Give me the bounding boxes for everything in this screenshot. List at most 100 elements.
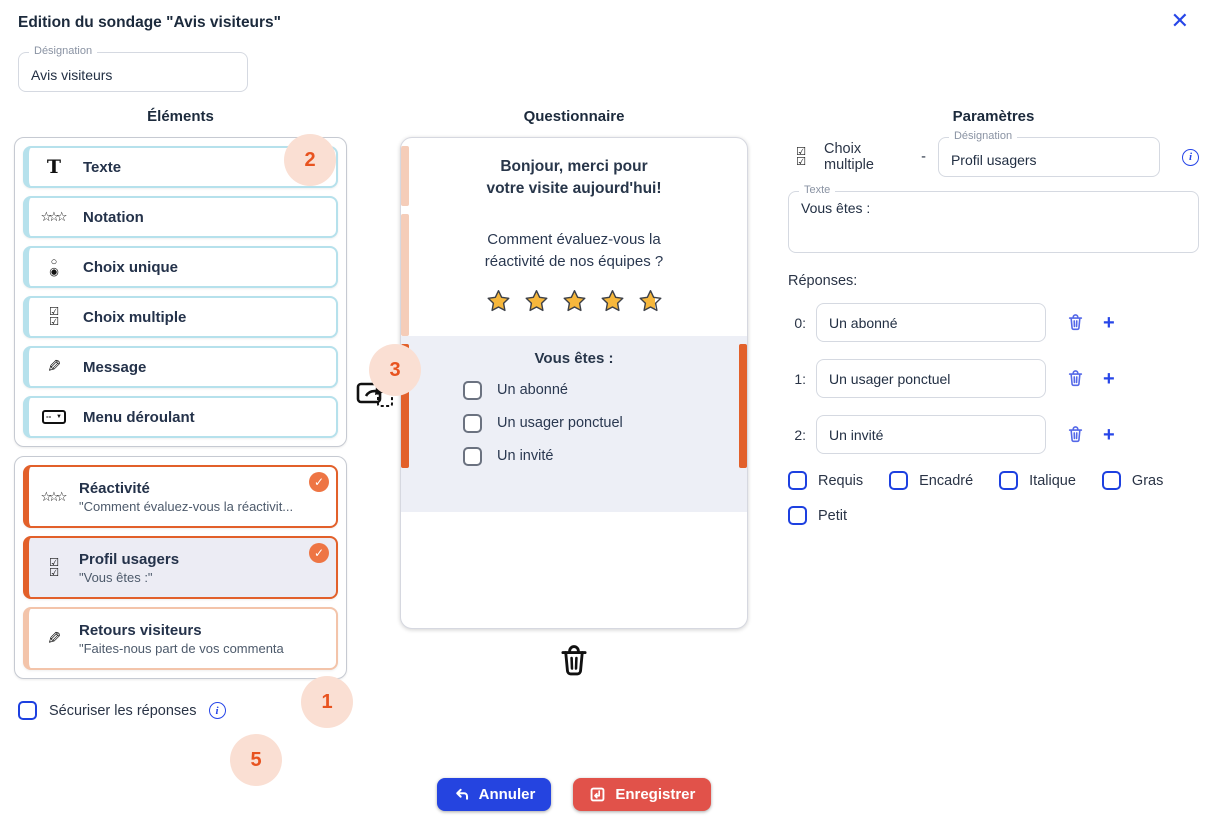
pencil-icon: ✎ — [46, 357, 62, 376]
style-options-row: Requis Encadré Italique Gras — [788, 471, 1199, 490]
questionnaire-title: Questionnaire — [523, 108, 625, 125]
cancel-button[interactable]: Annuler — [436, 778, 552, 811]
star-icon[interactable] — [485, 288, 512, 314]
palette-item-message[interactable]: ✎ Message — [23, 346, 338, 388]
petit-checkbox[interactable] — [788, 506, 807, 525]
save-icon — [590, 787, 605, 802]
response-input-1[interactable] — [816, 359, 1046, 398]
element-designation-field[interactable]: Désignation — [937, 130, 1160, 177]
validated-check-icon: ✓ — [309, 543, 329, 563]
delete-response-icon[interactable] — [1066, 369, 1085, 388]
palette-item-choix-multiple[interactable]: ☑ ☑ Choix multiple — [23, 296, 338, 338]
stars-icon: ☆☆☆ — [40, 488, 68, 504]
add-response-icon[interactable]: + — [1103, 311, 1115, 334]
option-checkbox[interactable] — [463, 380, 482, 400]
element-text-field[interactable]: Texte Vous êtes : — [788, 184, 1199, 253]
pencil-icon: ✎ — [46, 628, 62, 648]
element-subtitle: "Faites-nous part de vos commenta — [79, 640, 284, 656]
element-palette: T Texte ☆☆☆ Notation ○ ◉ Choix unique ☑ ☑ … — [14, 137, 347, 447]
palette-item-choix-unique[interactable]: ○ ◉ Choix unique — [23, 246, 338, 288]
star-icon[interactable] — [561, 288, 588, 314]
preview-choix-multiple-element[interactable]: Vous êtes : Un abonné Un usager ponctuel… — [401, 335, 747, 512]
star-icon[interactable] — [599, 288, 626, 314]
element-text-value[interactable]: Vous êtes : — [801, 200, 871, 216]
secure-responses-row: Sécuriser les réponses i — [18, 701, 347, 720]
palette-item-notation[interactable]: ☆☆☆ Notation — [23, 196, 338, 238]
element-type-row: ☑☑ Choix multiple - Désignation i — [788, 130, 1199, 177]
annotation-badge-1: 1 — [301, 676, 353, 728]
italique-checkbox[interactable] — [999, 471, 1019, 490]
elements-title: Éléments — [147, 108, 214, 125]
preview-notation-element[interactable]: Comment évaluez-vous la réactivité de no… — [401, 201, 747, 314]
stars-icon: ☆☆☆ — [40, 209, 68, 224]
survey-designation-field[interactable]: Désignation — [18, 45, 248, 92]
validated-check-icon: ✓ — [309, 472, 329, 492]
gras-checkbox[interactable] — [1101, 471, 1121, 490]
element-subtitle: "Vous êtes :" — [79, 569, 153, 585]
elements-column: Éléments T Texte ☆☆☆ Notation ○ ◉ Choix u… — [14, 108, 347, 720]
selected-strip-right — [739, 343, 747, 468]
style-option-gras: Gras — [1101, 471, 1163, 490]
secure-responses-checkbox[interactable] — [18, 701, 37, 720]
checkboxes-icon: ☑ ☑ — [796, 146, 806, 168]
option-checkbox[interactable] — [463, 413, 482, 433]
annotation-badge-3: 3 — [369, 344, 421, 396]
selected-strip-left — [401, 343, 409, 468]
radio-icon: ○ ◉ — [49, 256, 59, 278]
trash-icon — [561, 645, 587, 676]
delete-element-dropzone[interactable] — [400, 643, 748, 679]
style-option-requis: Requis — [788, 471, 863, 490]
option-checkbox[interactable] — [463, 446, 482, 466]
element-subtitle: "Comment évaluez-vous la réactivit... — [79, 498, 294, 514]
add-response-icon[interactable]: + — [1103, 367, 1115, 390]
requis-checkbox[interactable] — [788, 471, 807, 490]
delete-response-icon[interactable] — [1066, 425, 1085, 444]
preview-option-row: Un abonné — [463, 380, 723, 400]
survey-elements-list: ☆☆☆ Réactivité "Comment évaluez-vous la … — [14, 456, 347, 679]
palette-item-menu-deroulant[interactable]: -- ▼ Menu déroulant — [23, 396, 338, 438]
page-title: Edition du sondage "Avis visiteurs" — [18, 14, 282, 31]
save-button[interactable]: Enregistrer — [573, 778, 712, 811]
designation-label: Désignation — [29, 45, 98, 57]
element-strip — [401, 214, 409, 336]
annotation-badge-5: 5 — [230, 734, 282, 786]
close-icon[interactable]: ✕ — [1170, 8, 1189, 33]
footer-actions: Annuler Enregistrer — [400, 778, 748, 811]
checkboxes-icon: ☑ ☑ — [49, 556, 59, 579]
preview-option-row: Un invité — [463, 446, 723, 466]
add-response-icon[interactable]: + — [1103, 423, 1115, 446]
response-row: 1: + — [788, 359, 1199, 398]
undo-arrow-icon — [455, 788, 468, 800]
text-icon: T — [46, 156, 62, 178]
annotation-badge-2: 2 — [284, 134, 336, 186]
survey-element-reactivite[interactable]: ☆☆☆ Réactivité "Comment évaluez-vous la … — [23, 465, 338, 528]
survey-designation-input[interactable] — [19, 53, 247, 91]
rating-stars — [431, 288, 717, 314]
response-input-2[interactable] — [816, 415, 1046, 454]
element-title: Réactivité — [79, 479, 150, 497]
encadre-checkbox[interactable] — [889, 471, 909, 490]
info-icon[interactable]: i — [1182, 148, 1199, 166]
questionnaire-column: Questionnaire Bonjour, merci pour votre … — [400, 108, 748, 679]
parameters-title: Paramètres — [952, 108, 1035, 125]
star-icon[interactable] — [523, 288, 550, 314]
response-input-0[interactable] — [816, 303, 1046, 342]
element-designation-input[interactable] — [938, 138, 1159, 176]
dropdown-icon: -- ▼ — [41, 410, 67, 424]
preview-message-element[interactable]: Bonjour, merci pour votre visite aujourd… — [486, 158, 662, 198]
delete-response-icon[interactable] — [1066, 313, 1085, 332]
question-text: Vous êtes : — [534, 349, 614, 367]
style-option-italique: Italique — [999, 471, 1076, 490]
survey-element-profil-usagers[interactable]: ☑ ☑ Profil usagers "Vous êtes :" ✓ — [23, 536, 338, 599]
secure-responses-label: Sécuriser les réponses — [49, 702, 197, 719]
style-option-petit: Petit — [788, 506, 847, 525]
star-icon-partial[interactable] — [637, 288, 664, 314]
element-title: Profil usagers — [79, 550, 180, 568]
parameters-column: Paramètres ☑ ☑ Choix multiple - Désignati… — [788, 108, 1199, 525]
responses-label: Réponses: — [788, 273, 858, 289]
survey-element-retours-visiteurs[interactable]: ✎ Retours visiteurs "Faites-nous part de… — [23, 607, 338, 670]
info-icon[interactable]: i — [208, 702, 226, 719]
style-option-encadre: Encadré — [889, 471, 973, 490]
style-options-row: Petit — [788, 506, 1199, 525]
